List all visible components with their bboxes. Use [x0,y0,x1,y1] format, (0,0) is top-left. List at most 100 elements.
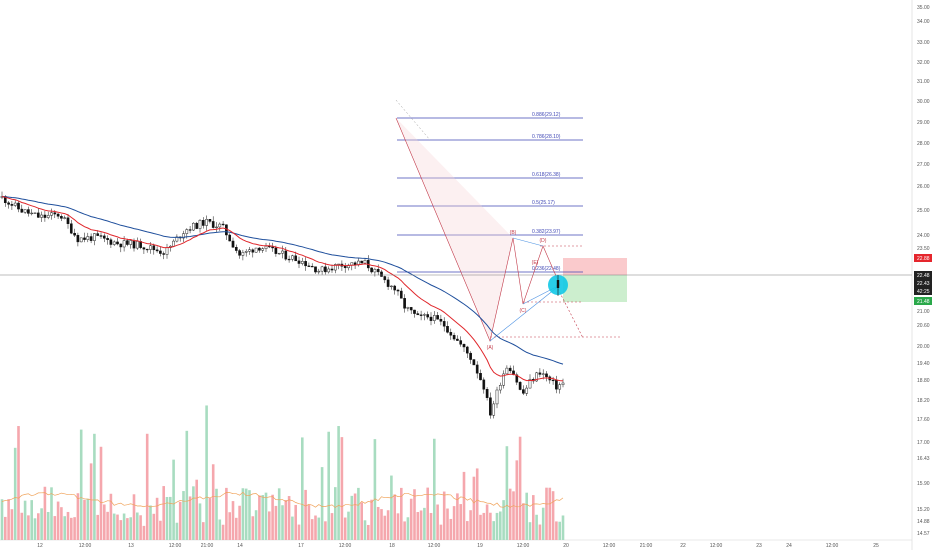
fib-level-0.786[interactable]: 0.786(28.10) [397,134,583,141]
volume-bar [228,512,231,540]
candle [370,267,373,274]
wave-label: (A) [487,345,494,351]
harmonic-pattern-drawing[interactable]: (A) (B) (C) (D) (E) [395,99,620,351]
volume-bar [10,509,14,540]
volume-bar [532,495,535,540]
volume-bar [545,487,548,540]
candle [188,226,192,234]
volume-bar [357,487,360,540]
volume-bar [225,487,228,540]
take-profit-zone[interactable] [563,275,627,302]
candle [324,262,327,275]
price-tick-label: 30.00 [917,99,930,105]
fib-level-label: 0.5(25.17) [532,200,555,206]
volume-bar [23,500,27,540]
candle [360,260,364,264]
volume-bar [442,491,446,540]
candle [99,232,103,239]
volume-bar [522,503,525,540]
candle [241,249,245,261]
candle [432,311,436,324]
volume-bar [482,512,486,540]
price-tick-label: 14.57 [917,531,930,537]
volume-bar [195,479,198,540]
volume-bar [7,499,10,540]
volume-bar [251,516,255,540]
candle [129,240,133,249]
volume-bar [466,521,469,540]
candle [33,212,37,214]
fib-level-0.382[interactable]: 0.382(23.97) [397,229,583,236]
risk-reward-zones[interactable] [563,258,627,302]
price-tick-label: 35.00 [917,5,930,11]
volume-bar [86,498,90,540]
fib-level-0.618[interactable]: 0.618(26.38) [397,172,583,179]
chart-overlays [0,274,912,296]
candle [13,200,17,208]
candle [561,378,565,388]
volume-bar [370,499,373,540]
volume-bar [66,511,70,540]
price-tick-label: 33.00 [917,40,930,46]
candle [462,343,466,353]
candle [327,266,331,274]
candle [175,234,179,243]
fib-level-label: 0.886(29.12) [532,112,561,118]
candle [218,222,222,231]
candle [452,332,456,341]
volume-bar [386,510,390,540]
volume-bar [96,514,99,540]
volume-bar [376,506,380,540]
candle [17,200,20,213]
stop-loss-zone[interactable] [563,258,627,275]
candle [195,221,199,230]
volume-bar [337,426,340,540]
candle [27,206,30,217]
candle [228,233,232,242]
candle [126,238,129,247]
volume-bar [459,504,462,540]
candle [525,385,529,396]
fibonacci-retracement[interactable]: 0.886(29.12) 0.786(28.10) 0.618(26.38) 0.5(… [397,112,583,273]
volume-bar [109,493,113,540]
volume-bar [50,487,53,540]
candle [508,365,512,374]
candle [498,382,502,394]
candle [248,246,251,255]
candle [112,240,116,247]
candle [459,336,463,347]
volume-bar [258,495,261,540]
volume-bar [505,446,509,540]
volume-bar [525,492,528,540]
volume-bar [73,517,76,540]
volume-bar [287,496,291,540]
time-axis[interactable]: 12 12:00 13 12:00 21:00 14 17 12:00 18 12:00 19 12:… [37,543,879,549]
volume-bar [340,437,344,540]
fib-level-label: 0.382(23.97) [532,229,561,235]
pattern-wave-lines [395,117,561,342]
price-tick-label: 20.00 [917,344,930,350]
candle [155,246,159,253]
fib-level-0.5[interactable]: 0.5(25.17) [397,200,583,207]
volume-bar [93,433,96,540]
time-tick-label: 12:00 [710,543,723,549]
fib-level-0.886[interactable]: 0.886(29.12) [397,112,583,119]
price-axis[interactable]: 35.00 34.00 33.00 32.00 31.00 30.00 29.00 28.00… [914,5,932,537]
candle [86,232,90,243]
candle [215,222,218,233]
volume-bar [518,436,522,540]
volume-bar [353,493,357,540]
candle [162,251,166,260]
volume-bar [274,505,278,540]
candle [489,392,492,419]
volume-bar [145,433,149,540]
price-tick-label: 31.00 [917,79,930,85]
candle [492,400,496,419]
candle [320,265,324,275]
fib-level-0.236[interactable]: 0.236(22.48) [397,266,583,273]
entry-candle-body [556,280,560,288]
price-badge: 22.88 [914,254,932,262]
volume-bar [499,511,502,540]
candle [116,238,119,246]
